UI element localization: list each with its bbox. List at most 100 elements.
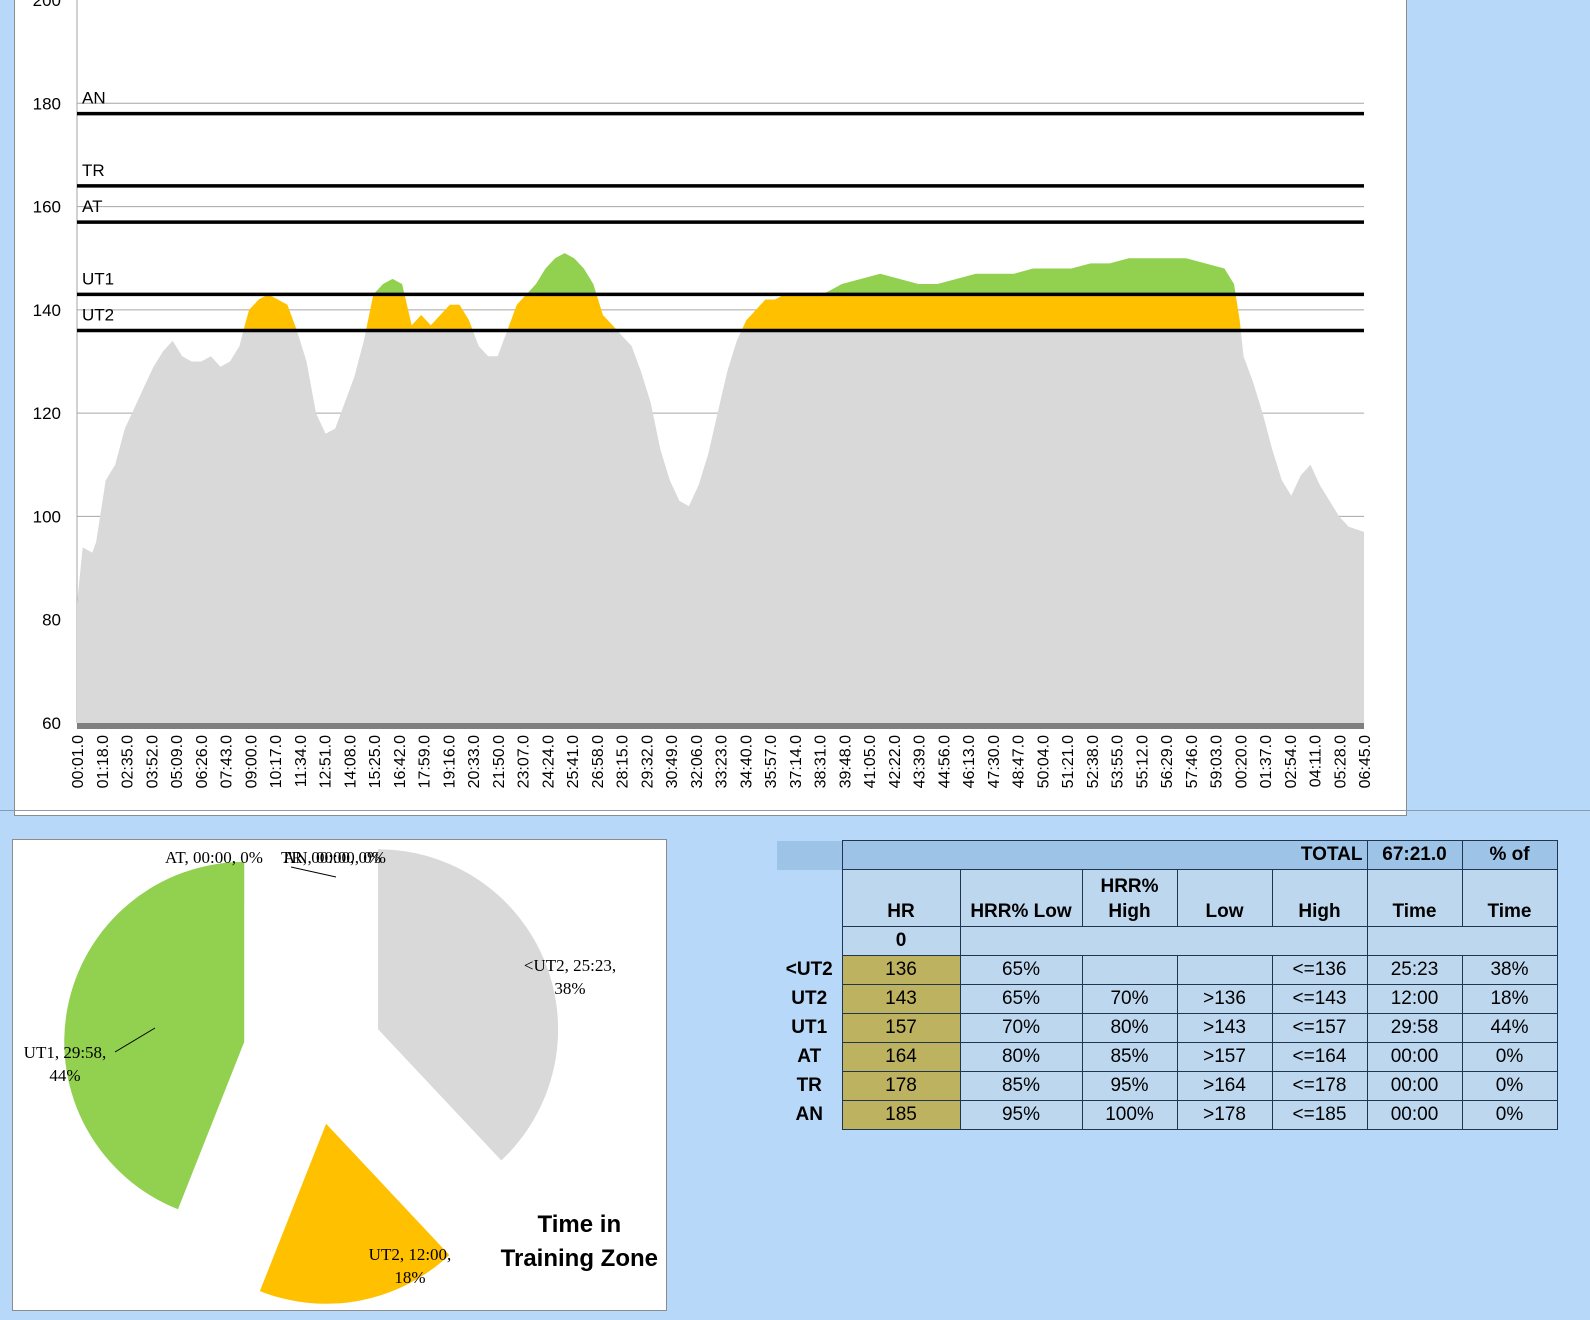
- hr-value: 157: [841, 1013, 961, 1043]
- x-tick-label: 12:51.0: [318, 735, 335, 788]
- x-tick-label: 10:17.0: [268, 735, 285, 788]
- x-tick: 30:49.0: [664, 735, 681, 788]
- x-tick-label: 32:06.0: [689, 735, 706, 788]
- x-tick-label: 00:01.0: [70, 735, 87, 788]
- pct-of-header: % of: [1461, 840, 1558, 870]
- pct-value: 0%: [1461, 1042, 1558, 1072]
- x-tick-label: 02:35.0: [120, 735, 137, 788]
- x-tick: 17:59.0: [417, 735, 434, 788]
- x-tick: 33:23.0: [714, 735, 731, 788]
- hr-min-cell: 0: [841, 926, 961, 956]
- x-tick: 34:40.0: [738, 735, 755, 788]
- training-zone-pie-chart: <UT2, 25:23, 38% UT2, 12:00, 18% UT1, 29:58,…: [12, 839, 667, 1311]
- x-tick: 53:55.0: [1110, 735, 1127, 788]
- y-tick-label: 60: [42, 714, 61, 733]
- x-tick-label: 57:46.0: [1184, 735, 1201, 788]
- x-tick: 39:48.0: [837, 735, 854, 788]
- zone-line-label: UT2: [82, 306, 114, 325]
- x-tick-label: 59:03.0: [1209, 735, 1226, 788]
- pie-leader-line: [290, 866, 337, 878]
- x-tick-label: 55:12.0: [1134, 735, 1151, 788]
- x-tick: 16:42.0: [392, 735, 409, 788]
- x-tick: 59:03.0: [1209, 735, 1226, 788]
- x-tick: 46:13.0: [961, 735, 978, 788]
- hrr-low-value: 85%: [959, 1071, 1083, 1101]
- x-tick-label: 53:55.0: [1110, 735, 1127, 788]
- x-tick-label: 25:41.0: [565, 735, 582, 788]
- zone-label: <UT2: [785, 959, 833, 980]
- x-tick: 32:06.0: [689, 735, 706, 788]
- pie-label-lt-ut2: <UT2, 25:23, 38%: [524, 956, 616, 998]
- x-tick: 15:25.0: [367, 735, 384, 788]
- x-tick-label: 06:26.0: [194, 735, 211, 788]
- zone-label: AT: [797, 1046, 822, 1067]
- zone-label: TR: [796, 1075, 822, 1096]
- x-tick: 47:30.0: [986, 735, 1003, 788]
- table-row: AT 164 80% 85% >157 <=164 00:00 0%: [777, 1042, 1558, 1072]
- x-tick-label: 00:20.0: [1233, 735, 1250, 788]
- hr-value: 164: [841, 1042, 961, 1072]
- x-tick: 03:52.0: [144, 735, 161, 788]
- table-header-row-2: HR HRR% Low HRR% High Low High Time Time: [777, 869, 1558, 927]
- x-tick: 20:33.0: [466, 735, 483, 788]
- x-tick-label: 09:00.0: [243, 735, 260, 788]
- x-tick-label: 35:57.0: [763, 735, 780, 788]
- x-tick-label: 15:25.0: [367, 735, 384, 788]
- x-tick: 29:32.0: [639, 735, 656, 788]
- hrr-low-value: 65%: [959, 984, 1083, 1014]
- header-time: Time: [1366, 869, 1463, 927]
- x-tick-label: 26:58.0: [590, 735, 607, 788]
- hrr-high-value: [1081, 955, 1178, 985]
- x-tick-label: 51:21.0: [1060, 735, 1077, 788]
- zone-label: UT1: [791, 1017, 828, 1038]
- x-tick: 00:01.0: [70, 735, 87, 788]
- high-value: <=157: [1271, 1013, 1368, 1043]
- hrr-high-value: 80%: [1081, 1013, 1178, 1043]
- pie-leader-line: [114, 1027, 156, 1053]
- x-tick: 00:20.0: [1233, 735, 1250, 788]
- hrr-low-value: 95%: [959, 1100, 1083, 1130]
- x-tick: 51:21.0: [1060, 735, 1077, 788]
- table-row: TR 178 85% 95% >164 <=178 00:00 0%: [777, 1071, 1558, 1101]
- x-tick: 09:00.0: [243, 735, 260, 788]
- x-tick-label: 06:45.0: [1357, 735, 1374, 788]
- y-tick-label: 160: [33, 198, 61, 217]
- x-tick-label: 50:04.0: [1035, 735, 1052, 788]
- pie-slice-ut2: [259, 1123, 450, 1304]
- x-tick-label: 28:15.0: [615, 735, 632, 788]
- x-tick-label: 41:05.0: [862, 735, 879, 788]
- x-tick-label: 14:08.0: [342, 735, 359, 788]
- y-tick-label: 200: [33, 0, 61, 10]
- x-tick: 43:39.0: [912, 735, 929, 788]
- hrr-high-value: 85%: [1081, 1042, 1178, 1072]
- low-value: [1176, 955, 1273, 985]
- pie-plot: <UT2, 25:23, 38% UT2, 12:00, 18% UT1, 29:58,…: [24, 848, 616, 1304]
- pie-title: Time in Training Zone: [501, 1208, 658, 1276]
- header-hr: HR: [841, 869, 961, 927]
- zone-line-label: UT1: [82, 269, 114, 288]
- time-value: 29:58: [1366, 1013, 1463, 1043]
- x-tick-label: 02:54.0: [1283, 735, 1300, 788]
- x-tick-label: 05:09.0: [169, 735, 186, 788]
- x-tick-label: 39:48.0: [837, 735, 854, 788]
- x-tick: 04:11.0: [1308, 735, 1325, 787]
- x-tick: 37:14.0: [788, 735, 805, 788]
- y-tick-label: 180: [33, 94, 61, 113]
- time-value: 00:00: [1366, 1071, 1463, 1101]
- total-label: TOTAL: [841, 840, 1368, 870]
- hrr-low-value: 65%: [959, 955, 1083, 985]
- pie-label-at: AT, 00:00, 0%: [165, 848, 263, 867]
- pct-value: 44%: [1461, 1013, 1558, 1043]
- table-row: UT2 143 65% 70% >136 <=143 12:00 18%: [777, 984, 1558, 1014]
- x-tick: 41:05.0: [862, 735, 879, 788]
- x-tick-label: 37:14.0: [788, 735, 805, 788]
- low-value: >178: [1176, 1100, 1273, 1130]
- x-tick: 42:22.0: [887, 735, 904, 788]
- x-tick: 19:16.0: [441, 735, 458, 788]
- x-tick-label: 01:18.0: [95, 735, 112, 788]
- hrr-high-value: 70%: [1081, 984, 1178, 1014]
- x-tick: 55:12.0: [1134, 735, 1151, 788]
- table-row: AN 185 95% 100% >178 <=185 00:00 0%: [777, 1100, 1558, 1130]
- x-tick: 02:35.0: [120, 735, 137, 788]
- high-value: <=164: [1271, 1042, 1368, 1072]
